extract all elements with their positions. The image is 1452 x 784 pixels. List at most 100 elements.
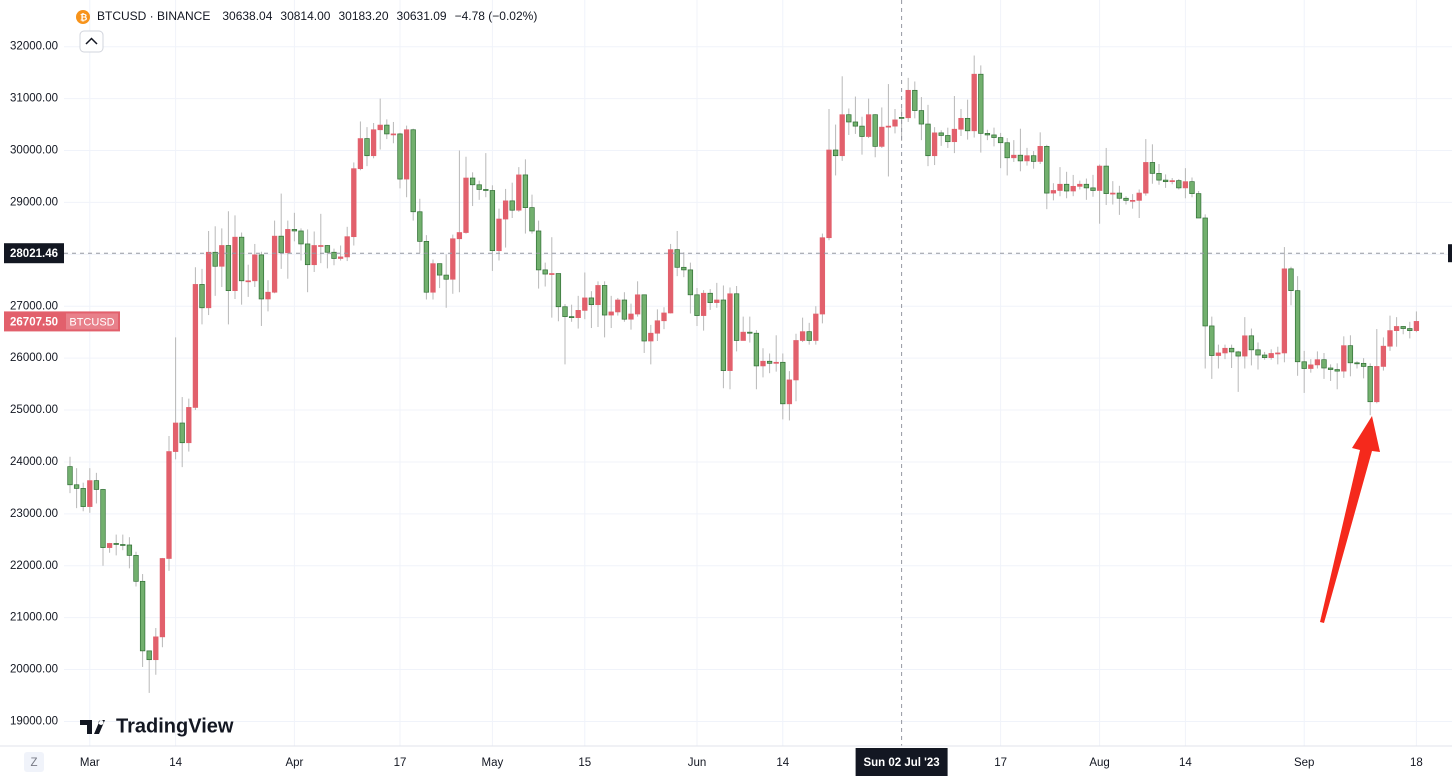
candle-body bbox=[390, 133, 397, 136]
candle-body bbox=[865, 114, 872, 137]
candle-body bbox=[443, 274, 449, 280]
candle-body bbox=[225, 245, 232, 292]
candle-body bbox=[1242, 335, 1248, 357]
candle-body bbox=[1334, 369, 1340, 372]
y-tick-label: 23000.00 bbox=[10, 508, 58, 520]
candle-body bbox=[1387, 330, 1393, 347]
candle-body bbox=[1314, 359, 1321, 366]
candle-body bbox=[634, 294, 641, 315]
candle-body bbox=[991, 134, 997, 138]
candle-body bbox=[964, 117, 971, 132]
candle-body bbox=[1011, 154, 1017, 159]
candle-body bbox=[654, 320, 661, 334]
candle-body bbox=[1248, 335, 1255, 351]
candle-body bbox=[232, 236, 238, 292]
candle-body bbox=[714, 299, 720, 303]
candle-body bbox=[1235, 351, 1241, 357]
candle-body bbox=[172, 422, 179, 452]
candle-body bbox=[575, 310, 581, 318]
candle-body bbox=[925, 123, 931, 157]
candle-body bbox=[661, 312, 667, 322]
x-tick-label: May bbox=[482, 757, 504, 769]
y-tick-label: 22000.00 bbox=[10, 560, 58, 572]
candle-body bbox=[1057, 183, 1063, 191]
candle-body bbox=[562, 306, 568, 317]
candle-body bbox=[667, 249, 674, 314]
candle-body bbox=[1149, 162, 1156, 174]
x-tick-label: 14 bbox=[776, 757, 789, 769]
candle-body bbox=[502, 200, 509, 220]
overlay: 28021.46 Sun 02 Jul '23 26707.50 BTCUSD bbox=[4, 0, 1452, 776]
header-value: 30814.00 bbox=[280, 9, 330, 23]
candle-body bbox=[780, 361, 786, 405]
candle-body bbox=[456, 232, 463, 240]
y-tick-label: 26000.00 bbox=[10, 352, 58, 364]
candle-body bbox=[291, 229, 298, 232]
candle-body bbox=[417, 211, 423, 242]
candle-body bbox=[311, 245, 317, 266]
candle-body bbox=[799, 331, 806, 341]
x-tick-label: Sep bbox=[1294, 757, 1314, 769]
candle-body bbox=[648, 332, 654, 342]
candle-body bbox=[720, 299, 727, 371]
candle-body bbox=[1288, 268, 1294, 292]
candle-body bbox=[595, 285, 601, 306]
candle-body bbox=[1116, 192, 1123, 199]
candle-body bbox=[621, 299, 628, 320]
candle-body bbox=[430, 263, 436, 293]
candle-body bbox=[1136, 192, 1142, 201]
candle-body bbox=[641, 294, 647, 342]
candle-body bbox=[93, 480, 100, 490]
x-tick-label: 17 bbox=[994, 757, 1007, 769]
candle-body bbox=[568, 316, 575, 318]
y-tick-label: 30000.00 bbox=[10, 145, 58, 157]
candle-body bbox=[1123, 197, 1129, 201]
y-tick-label: 31000.00 bbox=[10, 93, 58, 105]
candle-body bbox=[73, 484, 80, 489]
x-tick-label: Apr bbox=[285, 757, 303, 769]
candle-body bbox=[1400, 326, 1406, 329]
candle-body bbox=[681, 266, 687, 271]
candle-body bbox=[555, 273, 562, 308]
candle-body bbox=[1294, 290, 1301, 363]
candle-body bbox=[238, 236, 245, 282]
candle-body bbox=[205, 251, 212, 309]
candle-body bbox=[1347, 345, 1354, 364]
zoom-button[interactable] bbox=[24, 752, 44, 772]
candle-body bbox=[1063, 183, 1070, 192]
candle-body bbox=[1327, 367, 1334, 370]
candle-body bbox=[1413, 321, 1420, 331]
candle-body bbox=[707, 292, 713, 303]
candle-body bbox=[1308, 364, 1314, 369]
candle-body bbox=[370, 129, 377, 157]
y-tick-label: 32000.00 bbox=[10, 41, 58, 53]
annotation-arrow bbox=[1320, 416, 1380, 623]
crosshair-edge-marker bbox=[1448, 244, 1452, 263]
candle-body bbox=[1129, 199, 1136, 202]
candle-body bbox=[832, 149, 839, 157]
candle-body bbox=[179, 422, 185, 444]
candle-body bbox=[529, 207, 535, 232]
candle-body bbox=[397, 133, 403, 180]
candle-body bbox=[846, 114, 852, 123]
candle-body bbox=[1004, 142, 1010, 159]
candle-body bbox=[1189, 181, 1195, 194]
y-tick-label: 27000.00 bbox=[10, 300, 58, 312]
candle-body bbox=[120, 544, 126, 546]
candle-body bbox=[588, 297, 595, 306]
candle-body bbox=[126, 544, 133, 556]
logo: TradingView bbox=[80, 715, 234, 737]
candle-body bbox=[872, 114, 878, 147]
collapse-button[interactable] bbox=[79, 30, 104, 53]
candle-body bbox=[337, 256, 344, 259]
candle-body bbox=[766, 360, 773, 364]
candle-body bbox=[747, 331, 753, 334]
candle-body bbox=[1030, 155, 1037, 162]
candle-body bbox=[1261, 354, 1268, 358]
y-tick-label: 24000.00 bbox=[10, 456, 58, 468]
candle-body bbox=[1143, 162, 1149, 194]
candle-body bbox=[733, 293, 740, 341]
grid: 19000.00 20000.00 21000.00 22000.00 23000.00… bbox=[10, 0, 1452, 769]
